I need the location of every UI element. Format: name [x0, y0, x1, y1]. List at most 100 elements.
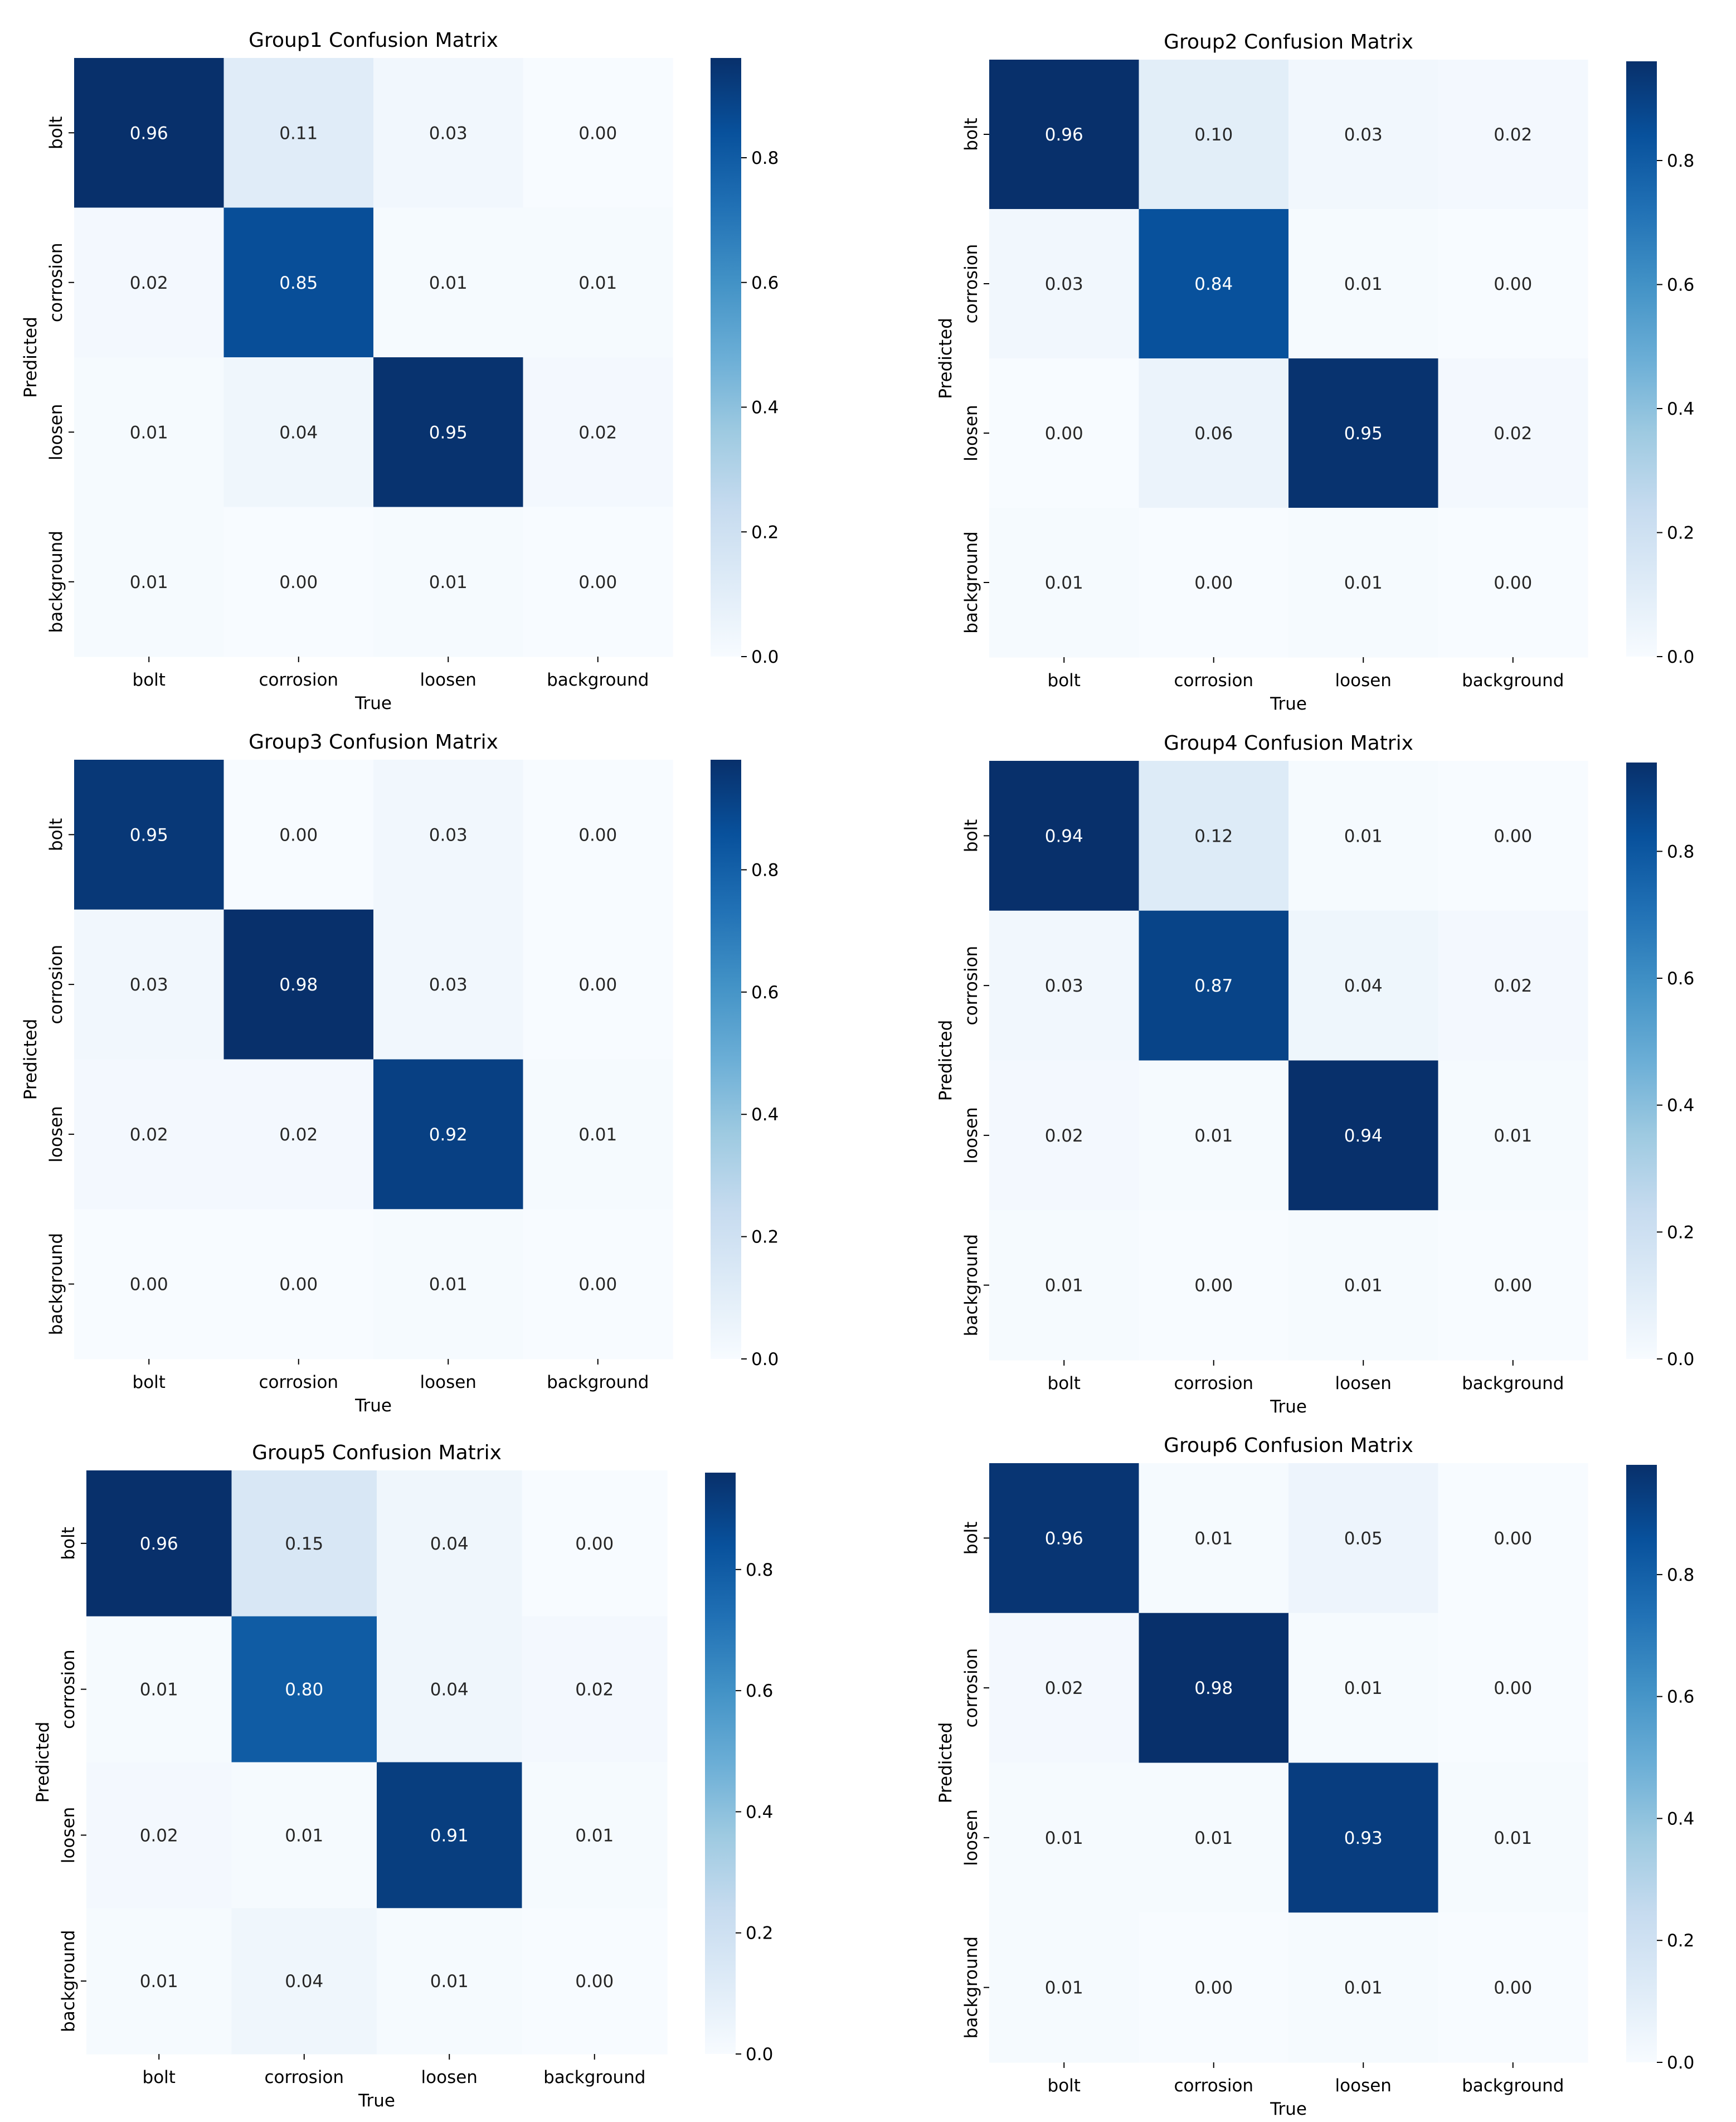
cell-value-label: 0.02	[140, 1825, 178, 1846]
cell-value-label: 0.96	[140, 1534, 178, 1554]
cell-value-label: 0.01	[1344, 1678, 1383, 1698]
heatmap-cell	[74, 760, 225, 910]
cell-value-label: 0.04	[285, 1972, 323, 1992]
heatmap-cell	[1288, 60, 1439, 210]
heatmap-cell	[1438, 1912, 1588, 2063]
heatmap-cell	[1139, 209, 1289, 359]
heatmap-cell	[989, 358, 1140, 508]
heatmap-cell	[1139, 508, 1289, 658]
colorbar-tick-label: 0.0	[746, 2045, 773, 2065]
cell-value-label: 0.00	[578, 123, 617, 143]
heatmap-cell	[86, 1616, 232, 1763]
heatmap-cell	[74, 507, 225, 657]
colorbar	[1626, 61, 1657, 657]
heatmap-cell	[1288, 508, 1439, 658]
heatmap-cell	[74, 207, 225, 358]
heatmap-cell	[1438, 1210, 1588, 1361]
y-axis-label: Predicted	[936, 318, 956, 399]
heatmap-cell	[522, 1470, 668, 1617]
heatmap-cell	[1438, 209, 1588, 359]
colorbar-tick-label: 0.6	[1667, 275, 1694, 295]
heatmap-cell	[1288, 1210, 1439, 1361]
heatmap-cell	[1288, 761, 1439, 911]
colorbar-tick-label: 0.4	[751, 398, 779, 418]
x-tick-label: loosen	[1335, 2076, 1392, 2096]
heatmap-cell	[373, 58, 524, 208]
cell-value-label: 0.00	[578, 825, 617, 845]
heatmap-cell	[1288, 209, 1439, 359]
cell-value-label: 0.01	[1344, 274, 1383, 294]
colorbar-tick-label: 0.2	[746, 1924, 773, 1944]
colorbar-tick-label: 0.4	[1667, 1809, 1694, 1829]
x-tick-label: background	[1462, 671, 1564, 691]
cell-value-label: 0.05	[1344, 1528, 1383, 1548]
colorbar-tick-label: 0.6	[746, 1681, 773, 1701]
cell-value-label: 0.01	[430, 1972, 469, 1992]
cell-value-label: 0.00	[578, 572, 617, 593]
cell-value-label: 0.01	[140, 1680, 178, 1700]
y-tick-label: bolt	[59, 1527, 79, 1560]
cell-value-label: 0.00	[279, 1275, 318, 1295]
cell-value-label: 0.02	[1494, 125, 1532, 145]
x-tick-label: bolt	[1048, 1373, 1081, 1393]
heatmap-cell	[223, 507, 374, 657]
y-axis-label: Predicted	[936, 1722, 956, 1804]
cell-value-label: 0.00	[1045, 424, 1083, 444]
heatmap-cell	[989, 1210, 1140, 1361]
y-tick-label: corrosion	[961, 946, 981, 1026]
cell-value-label: 0.01	[1194, 1126, 1233, 1146]
colorbar-tick-label: 0.4	[746, 1802, 773, 1822]
y-tick-label: bolt	[46, 116, 66, 149]
y-tick-label: bolt	[961, 1522, 981, 1555]
colorbar-tick-label: 0.8	[1667, 151, 1694, 171]
heatmap-cell	[1139, 1912, 1289, 2063]
colorbar-tick-label: 0.0	[1667, 2053, 1694, 2073]
heatmap-panel-2: Group2 Confusion Matrix 0.96 0.10 0.03 0.02 0…	[936, 31, 1694, 714]
chart-title: Group1 Confusion Matrix	[249, 29, 498, 52]
x-tick-label: background	[547, 1372, 649, 1392]
cell-value-label: 0.96	[1045, 1528, 1083, 1548]
cell-value-label: 0.04	[430, 1534, 469, 1554]
heatmap-cell	[1288, 1613, 1439, 1764]
y-axis-label: Predicted	[33, 1722, 53, 1803]
cell-value-label: 0.03	[1045, 274, 1083, 294]
cell-value-label: 0.12	[1194, 826, 1233, 846]
x-tick-label: background	[547, 670, 649, 690]
colorbar-tick-label: 0.2	[751, 1227, 779, 1247]
cell-value-label: 0.00	[1494, 826, 1532, 846]
colorbar-tick-label: 0.8	[1667, 1565, 1694, 1585]
cell-value-label: 0.03	[429, 975, 468, 995]
cell-value-label: 0.00	[1494, 573, 1532, 593]
heatmap-cell	[373, 1209, 524, 1359]
colorbar-tick-label: 0.6	[1667, 969, 1694, 989]
cell-value-label: 0.04	[1344, 976, 1383, 996]
cell-value-label: 0.01	[429, 1275, 468, 1295]
x-tick-label: bolt	[143, 2067, 176, 2087]
heatmap-cell	[223, 357, 374, 508]
heatmap-cell	[373, 1059, 524, 1210]
cell-value-label: 0.01	[1494, 1126, 1532, 1146]
cell-value-label: 0.02	[1494, 424, 1532, 444]
cell-value-label: 0.00	[1494, 1978, 1532, 1998]
heatmap-cell	[373, 357, 524, 508]
heatmap-cell	[523, 507, 673, 657]
heatmap-cell	[1438, 761, 1588, 911]
cell-value-label: 0.02	[1045, 1678, 1083, 1698]
x-axis-label: True	[354, 1396, 392, 1416]
heatmap-cell	[1139, 1762, 1289, 1913]
heatmap-cell	[223, 1209, 374, 1359]
heatmap-cell	[989, 1912, 1140, 2063]
cell-value-label: 0.01	[1344, 1276, 1383, 1296]
heatmap-cell	[989, 1463, 1140, 1614]
heatmap-cell	[1438, 1060, 1588, 1211]
x-tick-label: background	[1462, 1373, 1564, 1393]
colorbar-tick-label: 0.4	[1667, 399, 1694, 419]
heatmap-cell	[989, 508, 1140, 658]
cell-value-label: 0.03	[1045, 976, 1083, 996]
y-tick-label: bolt	[961, 819, 981, 852]
cell-value-label: 0.94	[1045, 826, 1083, 846]
heatmap-cell	[1288, 1463, 1439, 1614]
colorbar-tick-label: 0.0	[751, 1349, 779, 1370]
heatmap-cell	[1438, 358, 1588, 508]
